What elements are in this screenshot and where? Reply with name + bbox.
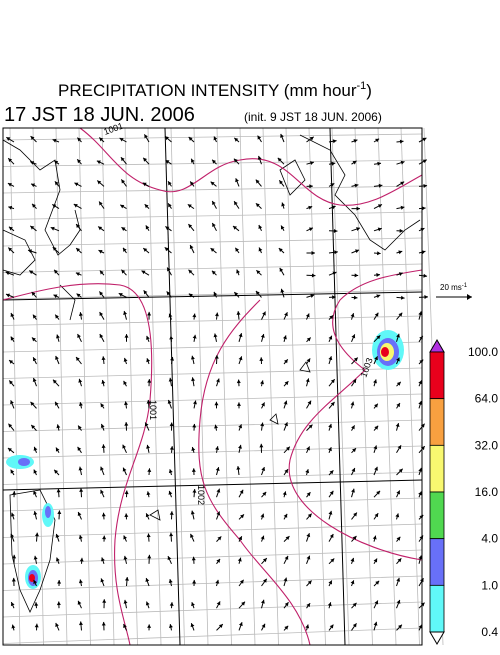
- precip-area: [381, 347, 389, 357]
- map-background: [3, 128, 422, 645]
- valid-time: 17 JST 18 JUN. 2006: [4, 104, 195, 126]
- precip-area: [45, 506, 51, 518]
- vector-scale-head: [467, 294, 472, 300]
- colorbar-label: 0.4: [481, 625, 498, 639]
- vector-scale: 20 ms-1: [436, 283, 472, 300]
- colorbar-segment: [430, 399, 444, 446]
- colorbar-label: 16.0: [475, 485, 499, 499]
- colorbar: 100.0 64.0 32.0 16.0 4.0 1.0 0.4: [430, 340, 498, 644]
- colorbar-segment: [430, 445, 444, 492]
- colorbar-label: 4.0: [481, 532, 498, 546]
- colorbar-segment: [430, 492, 444, 539]
- title: PRECIPITATION INTENSITY (mm hour-1): [58, 80, 372, 100]
- init-time: (init. 9 JST 18 JUN. 2006): [244, 110, 382, 124]
- vector-scale-label: 20 ms-1: [440, 283, 468, 292]
- colorbar-label: 1.0: [481, 578, 498, 592]
- wind-arrow-head: [424, 295, 428, 299]
- wind-arrow-head: [422, 206, 426, 210]
- isobar-label: 1002: [196, 485, 206, 505]
- precip-area: [18, 458, 30, 466]
- colorbar-label: 100.0: [468, 345, 498, 359]
- colorbar-segment: [430, 585, 444, 632]
- colorbar-segment: [430, 352, 444, 399]
- colorbar-label: 64.0: [475, 392, 499, 406]
- map: 1001 1001 1002 1003: [3, 121, 443, 645]
- colorbar-label: 32.0: [475, 438, 499, 452]
- colorbar-segment: [430, 539, 444, 586]
- colorbar-bottom: [430, 632, 444, 644]
